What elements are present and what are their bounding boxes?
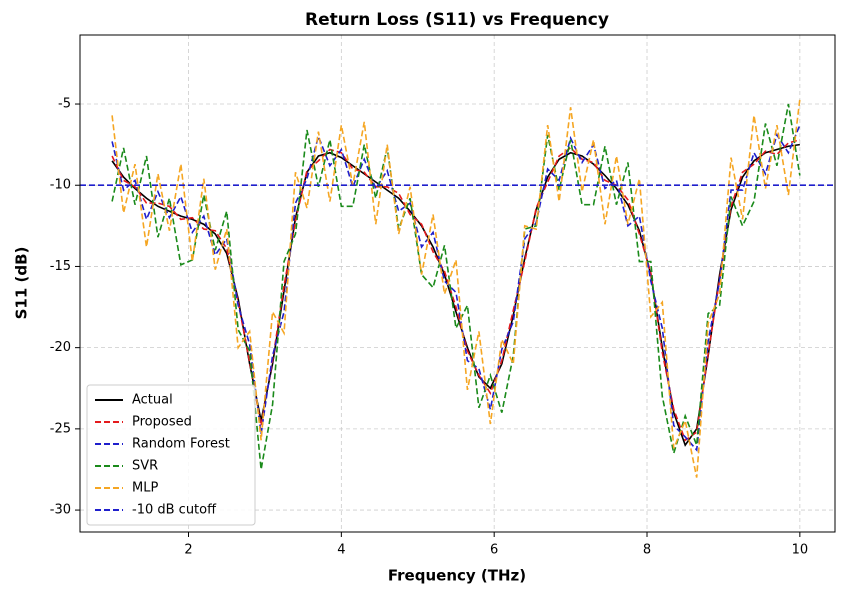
legend-label: -10 dB cutoff [132,503,217,518]
legend-label: Proposed [132,415,192,430]
y-tick-label: -30 [50,503,71,518]
x-tick-label: 4 [337,543,345,558]
plot [80,99,835,478]
legend-label: Random Forest [132,437,230,452]
y-tick-label: -15 [50,259,71,274]
y-tick-label: -10 [50,178,71,193]
x-tick-label: 6 [490,543,498,558]
chart-title: Return Loss (S11) vs Frequency [305,10,609,30]
y-tick-label: -5 [58,97,71,112]
y-tick-label: -25 [50,421,71,436]
series-line [111,138,801,442]
x-tick-label: 2 [184,543,192,558]
legend-label: Actual [132,393,173,408]
legend-box [86,384,256,526]
y-axis-label: S11 (dB) [13,247,31,320]
legend-label: MLP [132,481,158,496]
plot-frame [79,34,836,533]
series-line [111,143,800,447]
x-axis-label: Frequency (THz) [388,567,526,585]
x-tick-label: 10 [792,543,809,558]
y-tick-label: -20 [50,340,71,355]
series-line [111,103,801,470]
x-tick-label: 8 [643,543,651,558]
series-line [111,124,801,452]
legend-label: SVR [132,459,158,474]
